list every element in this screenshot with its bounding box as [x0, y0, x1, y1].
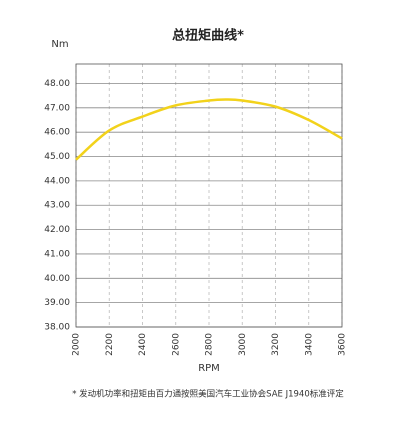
- y-tick-label: 39.00: [44, 298, 70, 308]
- x-tick-label: 2200: [105, 333, 115, 356]
- y-tick-label: 45.00: [44, 152, 70, 162]
- torque-line: [75, 98, 343, 161]
- footnote: * 发动机功率和扭矩由百力通按照美国汽车工业协会SAE J1940标准评定: [72, 389, 344, 400]
- y-tick-label: 41.00: [44, 249, 70, 259]
- plot-frame: [75, 63, 343, 328]
- y-tick-label: 46.00: [44, 128, 70, 138]
- x-tick-label: 2600: [171, 333, 181, 356]
- x-tick-label: 2800: [205, 333, 215, 356]
- x-tick-label: 2000: [72, 333, 82, 356]
- chart-title: 总扭矩曲线*: [172, 28, 244, 44]
- y-tick-label: 44.00: [44, 176, 70, 186]
- x-tick-label: 3200: [271, 333, 281, 356]
- y-tick-label: 38.00: [44, 323, 70, 333]
- y-tick-label: 40.00: [44, 274, 70, 284]
- x-axis-label: RPM: [198, 363, 220, 374]
- x-tick-label: 2400: [138, 333, 148, 356]
- y-tick-label: 48.00: [44, 79, 70, 89]
- x-tick-label: 3000: [238, 333, 248, 356]
- y-axis-label: Nm: [51, 39, 68, 50]
- y-tick-label: 43.00: [44, 201, 70, 211]
- y-tick-label: 47.00: [44, 103, 70, 113]
- x-tick-label: 3400: [304, 333, 314, 356]
- y-tick-label: 42.00: [44, 225, 70, 235]
- x-tick-label: 3600: [338, 333, 348, 356]
